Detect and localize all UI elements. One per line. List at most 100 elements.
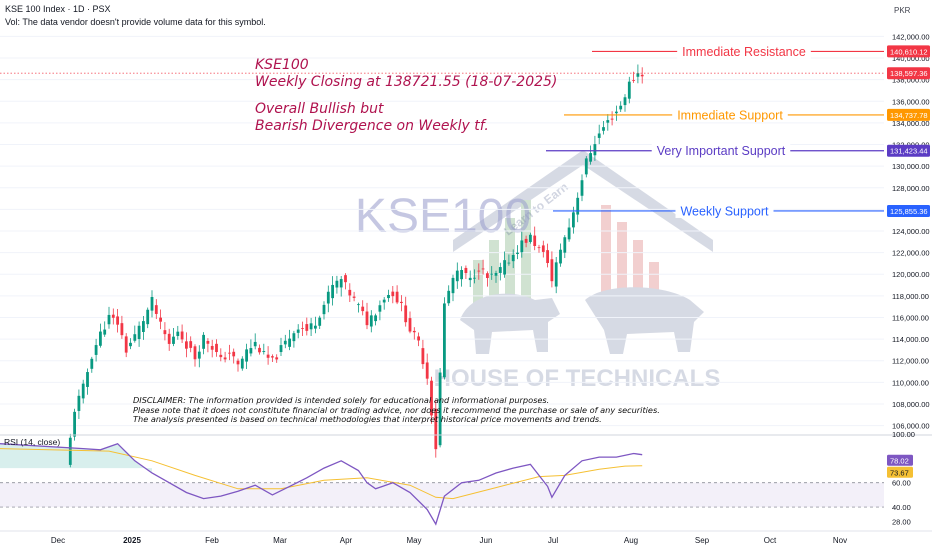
candle-body[interactable] <box>305 324 309 331</box>
candle-body[interactable] <box>589 153 592 162</box>
candle-body[interactable] <box>142 321 145 332</box>
candle-body[interactable] <box>107 314 111 325</box>
candle-body[interactable] <box>331 284 334 299</box>
candle-body[interactable] <box>408 318 412 332</box>
candlestick-series[interactable] <box>68 64 644 468</box>
candle-body[interactable] <box>189 341 193 348</box>
candle-body[interactable] <box>537 247 541 249</box>
candle-body[interactable] <box>253 341 257 347</box>
candle-body[interactable] <box>206 340 210 344</box>
level-label[interactable]: Very Important Support <box>657 144 786 158</box>
candle-body[interactable] <box>262 351 266 352</box>
candle-body[interactable] <box>400 301 403 304</box>
candle-body[interactable] <box>249 348 253 354</box>
candle-body[interactable] <box>503 260 506 275</box>
candle-body[interactable] <box>314 325 317 329</box>
candle-body[interactable] <box>490 273 494 275</box>
candle-body[interactable] <box>219 354 223 358</box>
candle-body[interactable] <box>632 80 635 81</box>
level-badge[interactable] <box>887 45 930 58</box>
candle-body[interactable] <box>576 197 580 215</box>
candle-body[interactable] <box>529 234 532 242</box>
candle-body[interactable] <box>111 314 115 318</box>
candle-body[interactable] <box>309 323 313 330</box>
candle-body[interactable] <box>593 144 597 156</box>
candle-body[interactable] <box>391 291 395 297</box>
candle-body[interactable] <box>228 352 231 354</box>
candle-body[interactable] <box>301 328 304 329</box>
candle-body[interactable] <box>348 289 352 296</box>
level-badge[interactable] <box>887 204 930 217</box>
candle-body[interactable] <box>447 290 451 304</box>
candle-body[interactable] <box>197 351 201 359</box>
candle-body[interactable] <box>90 358 94 369</box>
candle-body[interactable] <box>292 333 296 342</box>
candle-body[interactable] <box>425 362 429 379</box>
candle-body[interactable] <box>223 357 227 360</box>
candle-body[interactable] <box>580 180 584 196</box>
candle-body[interactable] <box>404 305 408 323</box>
level-label[interactable]: Immediate Support <box>677 108 783 122</box>
candle-body[interactable] <box>258 347 261 353</box>
candle-body[interactable] <box>344 275 347 283</box>
candle-body[interactable] <box>279 345 283 353</box>
candle-body[interactable] <box>572 212 575 228</box>
candle-body[interactable] <box>288 338 291 347</box>
level-label[interactable]: Weekly Support <box>680 204 769 218</box>
last-price-badge[interactable] <box>887 67 930 80</box>
candle-body[interactable] <box>146 309 150 325</box>
candle-body[interactable] <box>137 325 141 339</box>
candle-body[interactable] <box>352 296 356 298</box>
candle-body[interactable] <box>430 380 433 416</box>
price-axis[interactable]: 142,000.00 140,000.00 138,000.00 136,000.00… <box>887 32 930 431</box>
candle-body[interactable] <box>357 304 360 306</box>
candle-body[interactable] <box>103 329 107 335</box>
candle-body[interactable] <box>68 437 72 465</box>
candle-body[interactable] <box>339 279 343 288</box>
candle-body[interactable] <box>395 291 399 303</box>
candle-body[interactable] <box>202 334 205 349</box>
candle-body[interactable] <box>464 267 468 274</box>
candle-body[interactable] <box>378 305 382 312</box>
candle-body[interactable] <box>412 330 416 333</box>
candle-body[interactable] <box>597 133 601 138</box>
candle-body[interactable] <box>283 340 287 345</box>
level-label[interactable]: Immediate Resistance <box>682 45 806 59</box>
candle-body[interactable] <box>245 349 248 362</box>
candle-body[interactable] <box>498 267 502 273</box>
rsi-pane[interactable]: 100.00 60.00 40.00 28.00 RSI (14, close) 78.0… <box>0 430 915 527</box>
candle-body[interactable] <box>232 351 236 357</box>
candle-body[interactable] <box>636 73 640 77</box>
candle-body[interactable] <box>326 291 330 304</box>
candle-body[interactable] <box>443 303 446 378</box>
candle-body[interactable] <box>619 105 623 110</box>
time-axis[interactable]: Dec 2025 Feb Mar Apr May Jun Jul Aug Sep Oct Nov <box>0 530 932 545</box>
candle-body[interactable] <box>520 240 524 253</box>
candle-body[interactable] <box>494 273 498 276</box>
candle-body[interactable] <box>176 331 180 337</box>
candle-body[interactable] <box>567 227 571 240</box>
candle-body[interactable] <box>610 118 614 120</box>
candle-body[interactable] <box>524 238 528 243</box>
currency-label[interactable]: PKR <box>894 6 911 15</box>
symbol-title[interactable]: KSE 100 Index · 1D · PSX <box>5 4 111 14</box>
candle-body[interactable] <box>120 323 124 336</box>
candle-body[interactable] <box>602 127 605 131</box>
candle-body[interactable] <box>210 345 214 350</box>
rsi-line[interactable] <box>0 442 643 526</box>
candle-body[interactable] <box>129 342 132 347</box>
candle-body[interactable] <box>215 343 218 353</box>
candle-body[interactable] <box>266 354 270 358</box>
candle-body[interactable] <box>546 250 549 264</box>
candle-body[interactable] <box>382 299 386 303</box>
candle-body[interactable] <box>533 235 537 246</box>
candle-body[interactable] <box>623 97 627 106</box>
support-resistance-levels[interactable]: Immediate Resistance Immediate Support Ver… <box>0 43 884 218</box>
candle-body[interactable] <box>434 408 438 450</box>
candle-body[interactable] <box>417 336 420 341</box>
candle-body[interactable] <box>193 346 197 360</box>
candle-body[interactable] <box>477 270 481 272</box>
candle-body[interactable] <box>116 316 119 325</box>
candle-body[interactable] <box>438 372 442 446</box>
rsi-ma-badge[interactable] <box>887 466 913 478</box>
